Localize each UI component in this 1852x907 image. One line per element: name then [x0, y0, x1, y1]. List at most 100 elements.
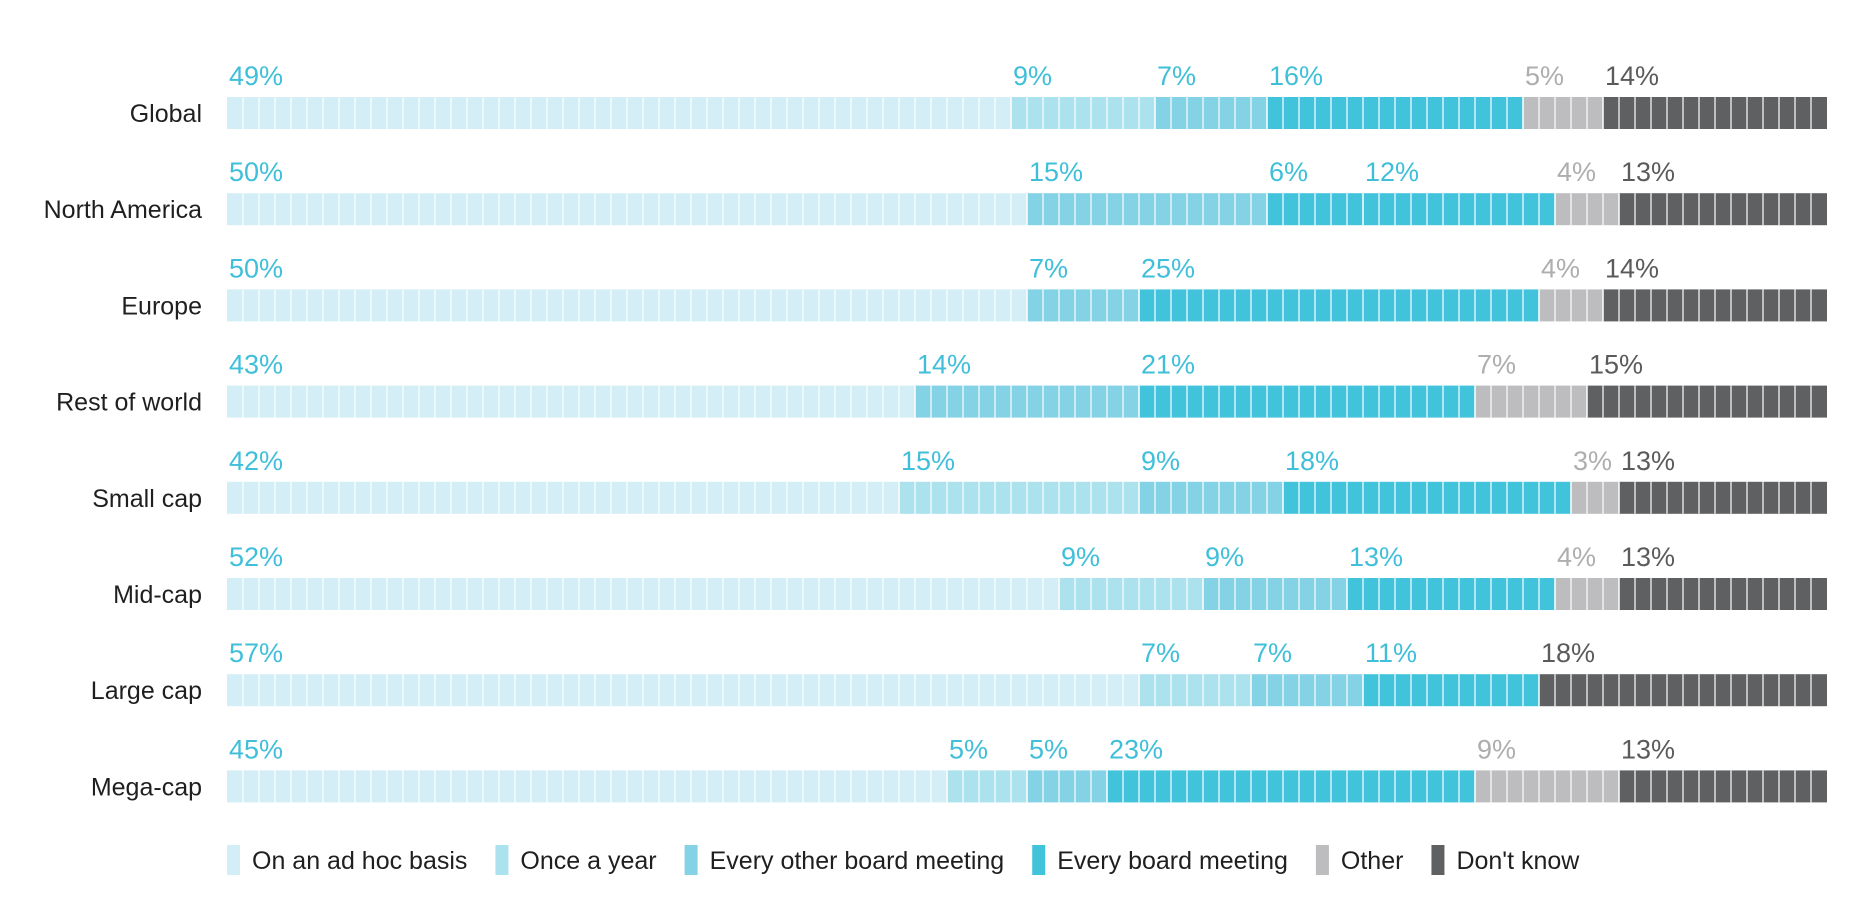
bar-segment-every-other-board-meeting	[1027, 770, 1107, 803]
data-label: 45%	[229, 734, 283, 764]
category-label: Rest of world	[56, 389, 202, 417]
bar-segment-don-t-know	[1587, 385, 1827, 418]
data-label: 18%	[1285, 446, 1339, 476]
category-label: Europe	[121, 292, 202, 320]
legend-item-every-other-board-meeting: Every other board meeting	[684, 845, 1005, 875]
data-label: 4%	[1557, 542, 1596, 572]
legend-label: Other	[1341, 847, 1404, 875]
bar-segment-every-board-meeting	[1139, 385, 1475, 418]
data-label: 52%	[229, 542, 283, 572]
category-label: Global	[130, 100, 202, 128]
category-label: Large cap	[91, 677, 202, 705]
data-label: 14%	[917, 350, 971, 380]
bar-segment-every-board-meeting	[1347, 578, 1555, 610]
chart-rows: Global 49% 9% 7% 16% 5% 14% North America 50% 15%…	[44, 61, 1827, 803]
bar-row-north-america: North America 50% 15% 6% 12% 4% 13%	[44, 157, 1827, 226]
data-label: 7%	[1141, 638, 1180, 668]
data-label: 15%	[1589, 350, 1643, 380]
legend-swatch	[227, 845, 240, 875]
bar-segment-every-other-board-meeting	[1139, 481, 1283, 514]
bar-row-large-cap: Large cap 57% 7% 7% 11% 18%	[91, 638, 1827, 707]
data-label: 9%	[1205, 542, 1244, 572]
bar-segment-on-an-ad-hoc-basis	[227, 770, 947, 803]
data-label: 14%	[1605, 61, 1659, 91]
legend-swatch	[1431, 845, 1445, 875]
data-label: 3%	[1573, 446, 1612, 476]
data-label: 9%	[1141, 446, 1180, 476]
legend-item-once-a-year: Once a year	[495, 845, 657, 875]
category-label: Mid-cap	[113, 581, 202, 609]
bar-segment-on-an-ad-hoc-basis	[227, 385, 915, 418]
legend-label: Every other board meeting	[710, 847, 1005, 875]
data-label: 21%	[1141, 350, 1195, 380]
bar-segment-every-other-board-meeting	[1027, 193, 1267, 226]
data-label: 23%	[1109, 734, 1163, 764]
data-label: 7%	[1157, 61, 1196, 91]
data-label: 43%	[229, 350, 283, 380]
legend-label: Every board meeting	[1057, 847, 1288, 875]
data-label: 18%	[1541, 638, 1595, 668]
bar-row-rest-of-world: Rest of world 43% 14% 21% 7% 15%	[56, 350, 1827, 418]
data-label: 50%	[229, 157, 283, 187]
data-label: 13%	[1349, 542, 1403, 572]
legend-swatch	[1032, 845, 1046, 875]
bar-segment-every-other-board-meeting	[1155, 97, 1267, 129]
bar-segment-don-t-know	[1619, 193, 1827, 226]
legend-item-every-board-meeting: Every board meeting	[1032, 845, 1288, 875]
data-label: 13%	[1621, 734, 1675, 764]
legend-swatch	[495, 845, 509, 875]
legend-item-on-an-ad-hoc-basis: On an ad hoc basis	[227, 845, 467, 875]
bar-segment-once-a-year	[1139, 674, 1251, 707]
bar-row-global: Global 49% 9% 7% 16% 5% 14%	[130, 61, 1827, 129]
data-label: 25%	[1141, 253, 1195, 283]
data-label: 11%	[1365, 638, 1417, 668]
data-label: 7%	[1253, 638, 1292, 668]
data-label: 9%	[1477, 734, 1516, 764]
legend-label: On an ad hoc basis	[252, 847, 467, 875]
data-label: 12%	[1365, 157, 1419, 187]
data-label: 5%	[1525, 61, 1564, 91]
bar-segment-every-other-board-meeting	[1027, 289, 1139, 322]
data-label: 57%	[229, 638, 283, 668]
data-label: 15%	[1029, 157, 1083, 187]
bar-segment-don-t-know	[1619, 578, 1827, 610]
data-label: 50%	[229, 253, 283, 283]
bar-segment-once-a-year	[1011, 97, 1155, 129]
data-label: 9%	[1013, 61, 1052, 91]
legend-swatch	[1315, 845, 1329, 875]
bar-segment-on-an-ad-hoc-basis	[227, 674, 1139, 707]
bar-segment-once-a-year	[1059, 578, 1203, 610]
data-label: 4%	[1541, 253, 1580, 283]
bar-row-mega-cap: Mega-cap 45% 5% 5% 23% 9% 13%	[91, 734, 1827, 803]
legend-item-don-t-know: Don't know	[1431, 845, 1580, 875]
data-label: 4%	[1557, 157, 1596, 187]
bar-segment-other	[1523, 97, 1603, 129]
data-label: 16%	[1269, 61, 1323, 91]
data-label: 13%	[1621, 157, 1675, 187]
data-label: 13%	[1621, 446, 1675, 476]
data-label: 42%	[229, 446, 283, 476]
bar-segment-other	[1475, 385, 1587, 418]
chart-legend: On an ad hoc basis Once a year Every other…	[227, 845, 1580, 875]
bar-row-small-cap: Small cap 42% 15% 9% 18% 3% 13%	[92, 446, 1827, 514]
bar-segment-once-a-year	[899, 481, 1139, 514]
legend-item-other: Other	[1315, 845, 1404, 875]
bar-row-mid-cap: Mid-cap 52% 9% 9% 13% 4% 13%	[113, 542, 1827, 610]
data-label: 15%	[901, 446, 955, 476]
data-label: 7%	[1477, 350, 1516, 380]
legend-label: Once a year	[520, 847, 656, 875]
category-label: Mega-cap	[91, 773, 202, 801]
data-label: 5%	[949, 734, 988, 764]
bar-segment-every-board-meeting	[1363, 674, 1539, 707]
bar-segment-every-board-meeting	[1107, 770, 1475, 803]
bar-segment-don-t-know	[1619, 770, 1827, 803]
legend-swatch	[684, 845, 698, 875]
data-label: 49%	[229, 61, 283, 91]
bar-segment-once-a-year	[947, 770, 1027, 803]
data-label: 6%	[1269, 157, 1308, 187]
data-label: 5%	[1029, 734, 1068, 764]
category-label: North America	[44, 196, 202, 224]
data-label: 14%	[1605, 253, 1659, 283]
data-label: 13%	[1621, 542, 1675, 572]
